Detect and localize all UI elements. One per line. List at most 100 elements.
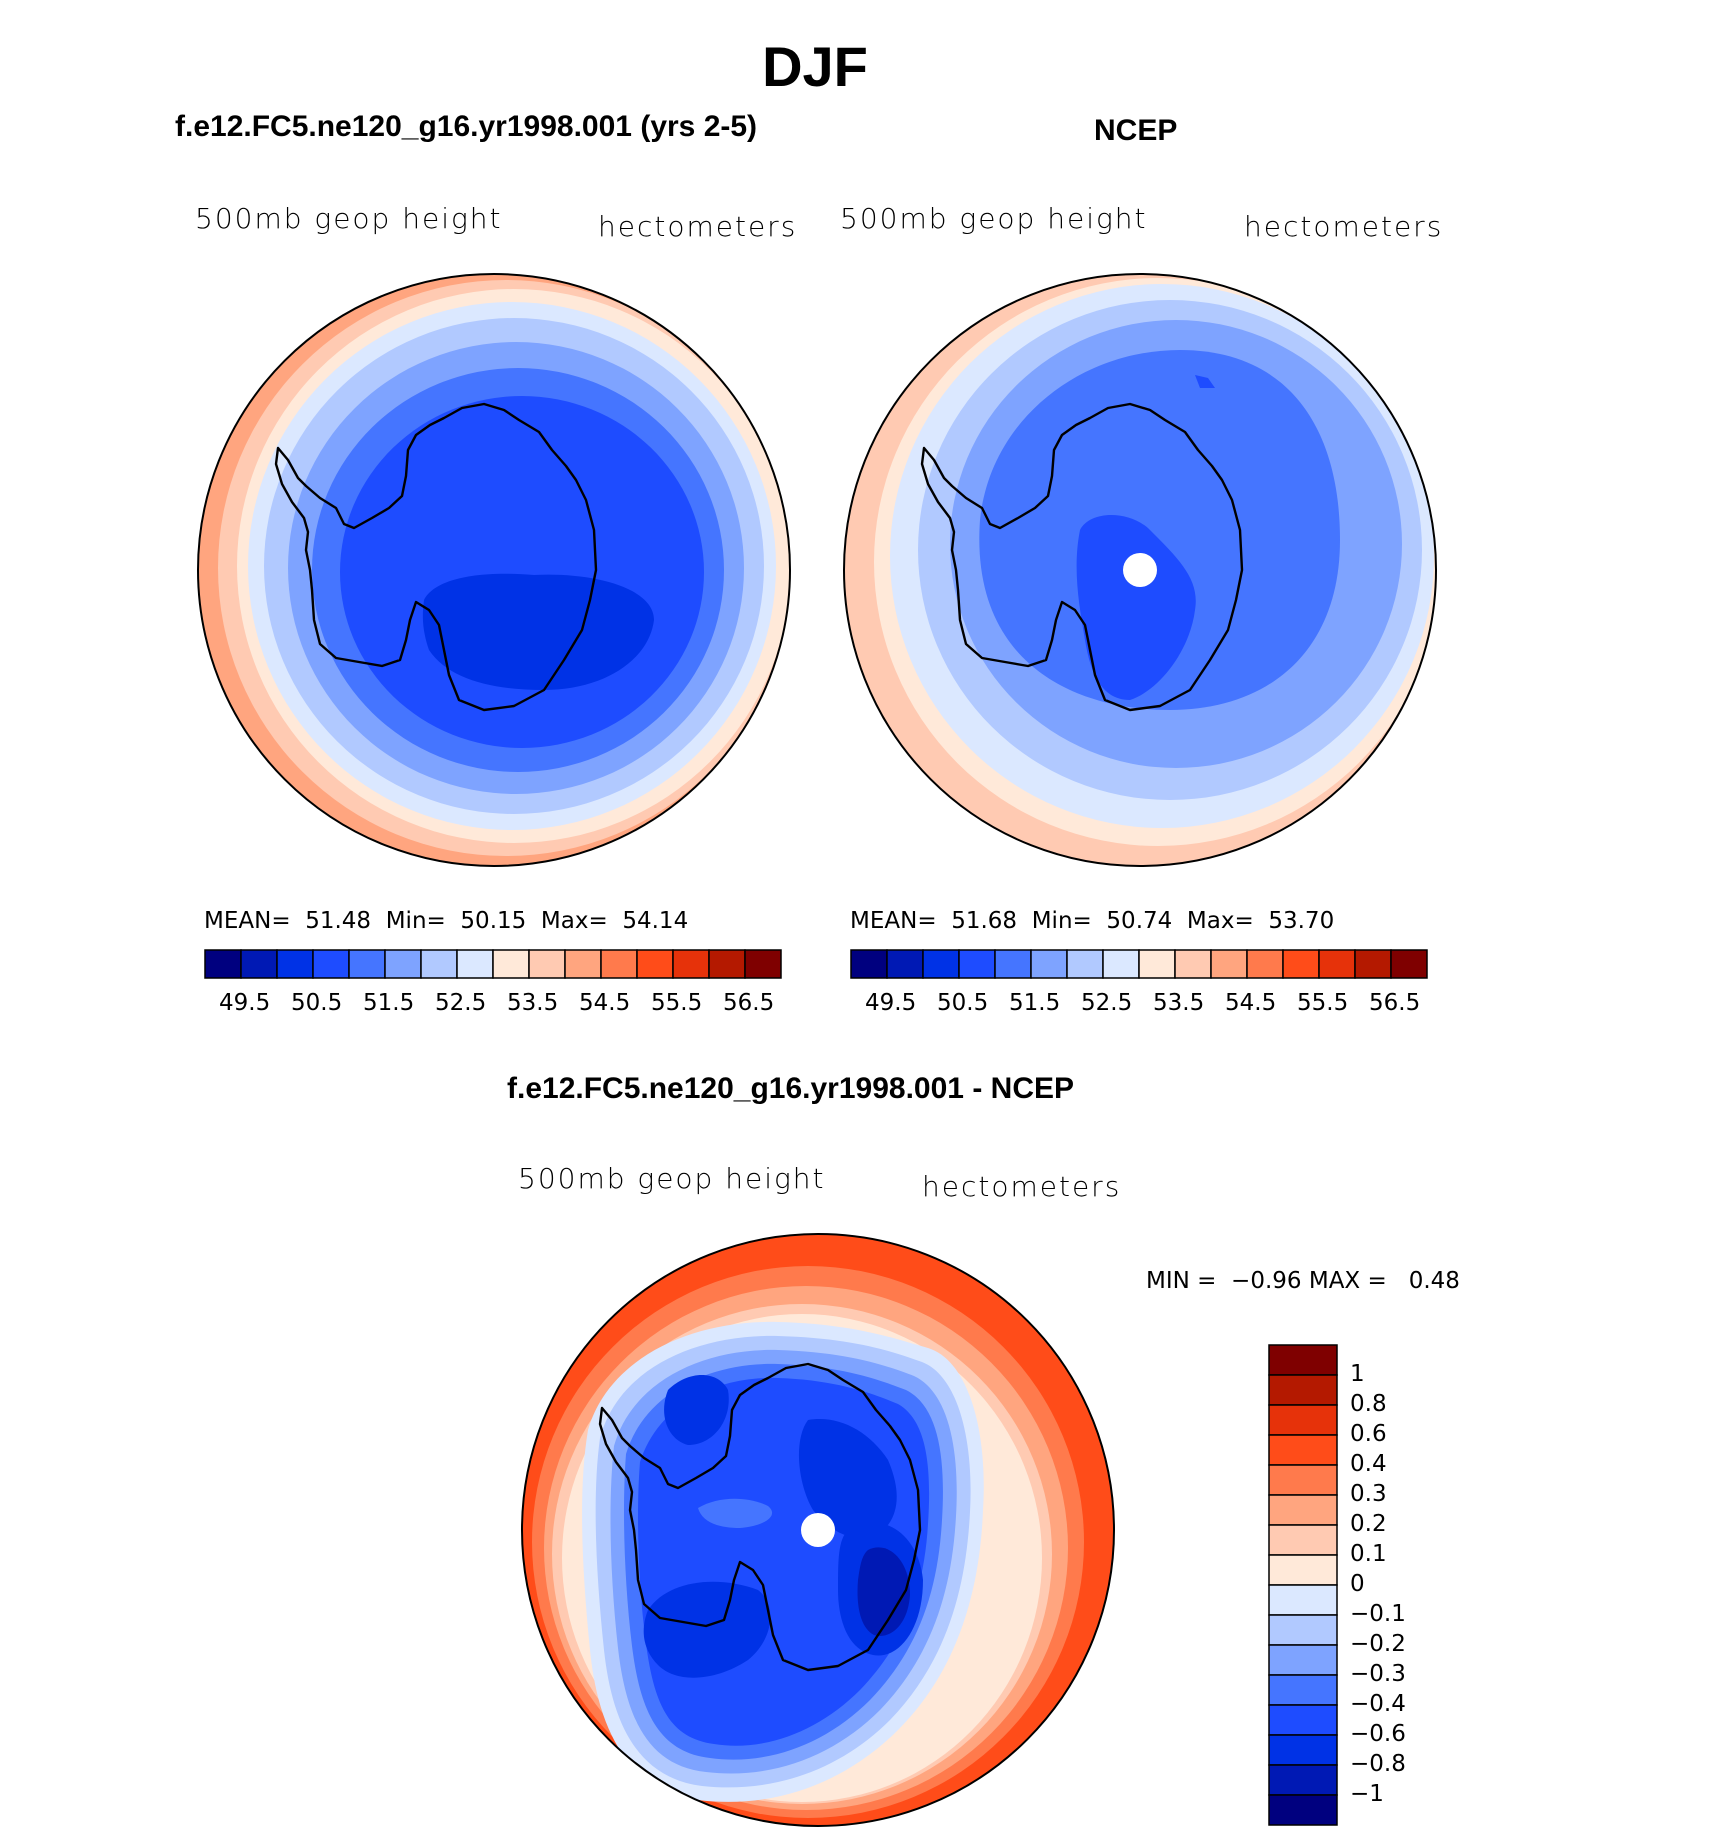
colorbar-tick-label: −0.8 [1350, 1751, 1406, 1777]
colorbar-swatch [240, 949, 278, 979]
colorbar-swatch [456, 949, 494, 979]
colorbar-swatch [1268, 1704, 1338, 1736]
contour-band [664, 1375, 729, 1445]
colorbar-swatch [1268, 1764, 1338, 1796]
colorbar-swatch [1268, 1374, 1338, 1406]
colorbar-ncep-labels: 49.5 50.5 51.5 52.5 53.5 54.5 55.5 56.5 [851, 990, 1427, 1020]
polar-map-ncep [843, 273, 1437, 867]
colorbar-tick-label: 0.8 [1350, 1391, 1387, 1417]
colorbar-swatch [994, 949, 1032, 979]
colorbar-swatch [1102, 949, 1140, 979]
colorbar-tick-label: 56.5 [1369, 990, 1421, 1016]
panel-diff-units: hectometers [922, 1170, 1122, 1203]
colorbar-swatch [636, 949, 674, 979]
contour-band [698, 1498, 773, 1528]
colorbar-swatch [850, 949, 888, 979]
colorbar-swatch [1268, 1584, 1338, 1616]
colorbar-tick-label: 52.5 [435, 990, 487, 1016]
colorbar-swatch [1268, 1404, 1338, 1436]
pole-hole [801, 1513, 835, 1547]
colorbar-swatch [1318, 949, 1356, 979]
antarctica-coastline [920, 402, 1244, 712]
colorbar-swatch [600, 949, 638, 979]
colorbar-swatch [1268, 1734, 1338, 1766]
colorbar-swatch [384, 949, 422, 979]
colorbar-tick-label: 54.5 [579, 990, 631, 1016]
contour-band [1195, 375, 1215, 388]
colorbar-difference [1268, 1344, 1338, 1826]
colorbar-model-labels: 49.5 50.5 51.5 52.5 53.5 54.5 55.5 56.5 [205, 990, 781, 1020]
colorbar-tick-label: 0.3 [1350, 1481, 1387, 1507]
colorbar-swatch [922, 949, 960, 979]
colorbar-tick-label: 0.1 [1350, 1541, 1387, 1567]
colorbar-swatch [420, 949, 458, 979]
colorbar-swatch [672, 949, 710, 979]
colorbar-swatch [1030, 949, 1068, 979]
colorbar-swatch [708, 949, 746, 979]
antarctica-coastline [274, 402, 598, 712]
colorbar-tick-label: −0.1 [1350, 1601, 1406, 1627]
panel-model-units: hectometers [598, 210, 798, 243]
colorbar-swatch [1210, 949, 1248, 979]
colorbar-swatch [528, 949, 566, 979]
colorbar-tick-label: 55.5 [1297, 990, 1349, 1016]
colorbar-swatch [1268, 1794, 1338, 1826]
map-boundary [521, 1233, 1115, 1827]
panel-obs-title: NCEP [1094, 114, 1178, 147]
colorbar-swatch [1066, 949, 1104, 979]
colorbar-swatch [564, 949, 602, 979]
colorbar-tick-label: 51.5 [1009, 990, 1061, 1016]
contour-band [422, 573, 654, 690]
contour-band [857, 1547, 910, 1636]
colorbar-swatch [1268, 1434, 1338, 1466]
panel-obs-units: hectometers [1244, 210, 1444, 243]
polar-map-model [197, 273, 791, 867]
colorbar-model [204, 949, 782, 979]
colorbar-swatch [1268, 1554, 1338, 1586]
polar-map-difference [521, 1233, 1115, 1827]
page-title: DJF [762, 35, 868, 98]
colorbar-tick-label: 50.5 [937, 990, 989, 1016]
colorbar-tick-label: 0.4 [1350, 1451, 1387, 1477]
colorbar-tick-label: −0.6 [1350, 1721, 1406, 1747]
colorbar-swatch [1268, 1644, 1338, 1676]
panel-model-stats: MEAN= 51.48 Min= 50.15 Max= 54.14 [204, 908, 689, 934]
colorbar-tick-label: −0.2 [1350, 1631, 1406, 1657]
colorbar-swatch [1354, 949, 1392, 979]
colorbar-tick-label: −1 [1350, 1781, 1384, 1807]
colorbar-tick-label: 55.5 [651, 990, 703, 1016]
colorbar-tick-label: 50.5 [291, 990, 343, 1016]
colorbar-swatch [886, 949, 924, 979]
colorbar-tick-label: 52.5 [1081, 990, 1133, 1016]
colorbar-tick-label: 0 [1350, 1571, 1365, 1597]
colorbar-swatch [1268, 1464, 1338, 1496]
map-boundary [197, 273, 791, 867]
panel-diff-title: f.e12.FC5.ne120_g16.yr1998.001 - NCEP [507, 1072, 1074, 1105]
colorbar-swatch [958, 949, 996, 979]
colorbar-tick-label: 56.5 [723, 990, 775, 1016]
contour-band [798, 1419, 897, 1539]
colorbar-swatch [1268, 1614, 1338, 1646]
colorbar-swatch [744, 949, 782, 979]
colorbar-swatch [312, 949, 350, 979]
colorbar-tick-label: 1 [1350, 1361, 1365, 1387]
colorbar-swatch [348, 949, 386, 979]
colorbar-swatch [1138, 949, 1176, 979]
panel-obs-stats: MEAN= 51.68 Min= 50.74 Max= 53.70 [850, 908, 1335, 934]
colorbar-tick-label: 51.5 [363, 990, 415, 1016]
contour-band [643, 1581, 771, 1678]
colorbar-swatch [1246, 949, 1284, 979]
colorbar-swatch [1268, 1344, 1338, 1376]
panel-diff-stats: MIN = −0.96 MAX = 0.48 [1146, 1268, 1460, 1294]
antarctica-coastline [598, 1362, 922, 1672]
colorbar-swatch [1268, 1524, 1338, 1556]
colorbar-tick-label: 54.5 [1225, 990, 1277, 1016]
colorbar-ncep [850, 949, 1428, 979]
colorbar-swatch [276, 949, 314, 979]
colorbar-tick-label: −0.4 [1350, 1691, 1406, 1717]
colorbar-swatch [1282, 949, 1320, 979]
colorbar-swatch [1174, 949, 1212, 979]
colorbar-tick-label: 53.5 [1153, 990, 1205, 1016]
contour-band [979, 350, 1340, 710]
map-boundary [843, 273, 1437, 867]
